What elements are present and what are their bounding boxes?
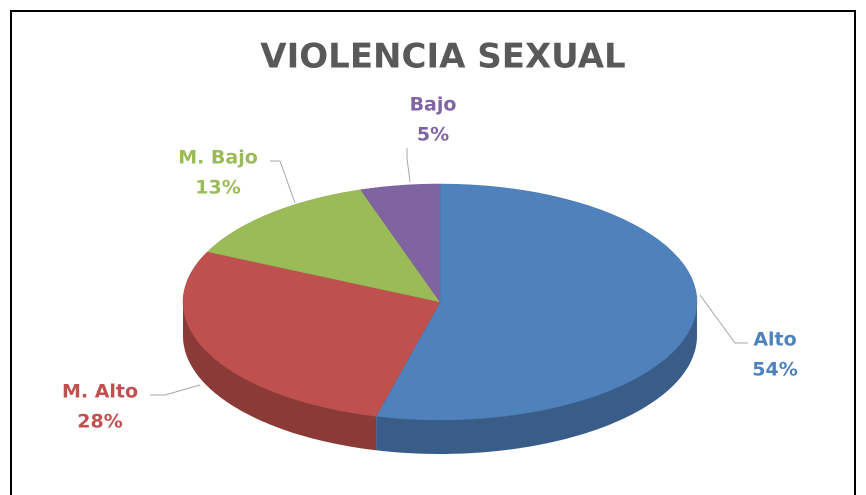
leader-line	[406, 148, 411, 183]
data-label-value: 13%	[195, 177, 240, 199]
data-label-value: 28%	[77, 411, 122, 433]
data-label-name: M. Bajo	[178, 147, 258, 169]
pie-slice-side	[183, 302, 377, 451]
pie-slice	[360, 183, 441, 303]
data-label-value: 5%	[417, 124, 449, 146]
data-label-name: Bajo	[410, 94, 457, 116]
leader-line	[270, 160, 296, 204]
leader-line	[699, 294, 748, 344]
data-label-name: Alto	[753, 329, 796, 351]
chart-title: VIOLENCIA SEXUAL	[260, 37, 625, 77]
pie-slice	[182, 251, 441, 417]
leader-line	[150, 384, 201, 396]
data-label-name: M. Alto	[62, 381, 138, 403]
pie-slice-side	[376, 302, 697, 454]
data-label-value: 54%	[752, 359, 797, 381]
pie-slice	[206, 189, 441, 303]
pie-slice	[375, 183, 698, 421]
